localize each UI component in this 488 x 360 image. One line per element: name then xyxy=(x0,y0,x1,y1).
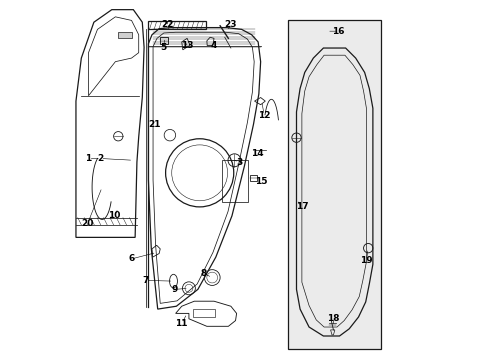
Text: 16: 16 xyxy=(331,27,344,36)
Text: 10: 10 xyxy=(108,211,121,220)
Text: 4: 4 xyxy=(210,41,217,50)
Bar xyxy=(160,37,168,44)
Text: 9: 9 xyxy=(171,285,178,294)
Text: 11: 11 xyxy=(175,319,187,328)
Text: 22: 22 xyxy=(161,19,173,28)
Text: 19: 19 xyxy=(359,256,372,265)
Text: 5: 5 xyxy=(161,43,166,52)
Bar xyxy=(192,309,214,317)
Text: 2: 2 xyxy=(97,154,103,163)
Text: 21: 21 xyxy=(147,120,160,129)
Text: 23: 23 xyxy=(224,19,237,28)
Text: 15: 15 xyxy=(255,177,267,186)
Bar xyxy=(287,21,381,348)
Text: 7: 7 xyxy=(142,276,149,285)
Text: 20: 20 xyxy=(81,219,94,228)
Text: 13: 13 xyxy=(181,41,193,50)
Bar xyxy=(147,22,205,30)
Bar xyxy=(222,160,247,202)
Text: 18: 18 xyxy=(326,314,339,323)
Text: 6: 6 xyxy=(128,255,134,264)
Text: 17: 17 xyxy=(295,202,307,211)
Text: 14: 14 xyxy=(250,149,263,158)
Text: 3: 3 xyxy=(236,158,242,167)
Text: 12: 12 xyxy=(258,111,270,120)
Bar xyxy=(118,32,132,39)
Text: 8: 8 xyxy=(200,269,206,278)
Text: 1: 1 xyxy=(85,154,91,163)
